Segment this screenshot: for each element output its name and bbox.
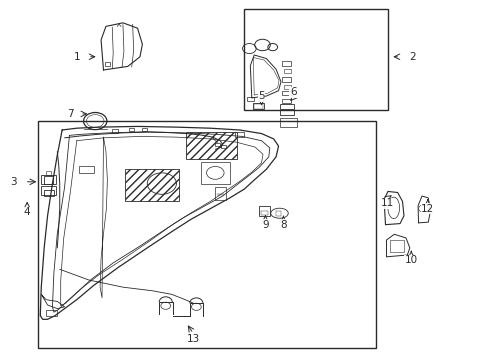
Bar: [44, 176, 53, 184]
Bar: [246, 97, 254, 102]
Bar: [215, 143, 220, 146]
Bar: [260, 211, 268, 215]
Bar: [244, 9, 387, 111]
Text: 2: 2: [408, 52, 415, 62]
Bar: [201, 162, 229, 184]
Bar: [38, 121, 375, 348]
Text: 5: 5: [258, 91, 264, 101]
Text: 4: 4: [24, 207, 30, 217]
Bar: [46, 310, 57, 316]
Bar: [253, 103, 264, 109]
Bar: [221, 145, 225, 148]
Bar: [129, 128, 134, 131]
Text: 12: 12: [420, 203, 433, 213]
Bar: [186, 132, 237, 158]
Bar: [279, 118, 296, 127]
Text: 7: 7: [67, 109, 74, 119]
Bar: [254, 104, 263, 109]
Bar: [276, 211, 281, 216]
Bar: [284, 69, 290, 73]
Bar: [389, 240, 403, 252]
Bar: [215, 187, 225, 200]
Bar: [284, 85, 290, 89]
Text: 6: 6: [289, 87, 296, 98]
Bar: [282, 61, 290, 66]
Bar: [79, 166, 94, 173]
Bar: [234, 132, 244, 137]
Bar: [280, 110, 293, 115]
Bar: [280, 104, 293, 109]
Text: 8: 8: [280, 220, 286, 230]
Bar: [282, 99, 290, 103]
Bar: [44, 190, 54, 196]
Text: 1: 1: [73, 52, 80, 62]
Bar: [105, 62, 110, 66]
Text: 10: 10: [404, 255, 417, 265]
Bar: [259, 206, 269, 216]
Bar: [125, 169, 179, 202]
Text: 11: 11: [381, 198, 394, 208]
Text: 3: 3: [10, 177, 17, 187]
Text: 13: 13: [186, 334, 200, 344]
Bar: [112, 129, 118, 133]
Bar: [46, 171, 51, 175]
Bar: [41, 175, 56, 184]
Bar: [282, 77, 290, 82]
Bar: [41, 186, 56, 195]
Text: 9: 9: [262, 220, 268, 230]
Bar: [282, 91, 290, 95]
Bar: [142, 128, 147, 131]
